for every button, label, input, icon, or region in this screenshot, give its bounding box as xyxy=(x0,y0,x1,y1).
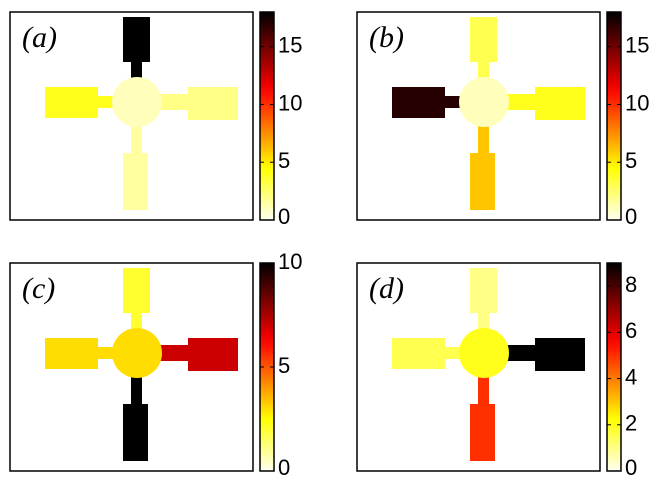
arm xyxy=(392,338,445,369)
neck xyxy=(478,124,489,155)
neck xyxy=(131,375,142,406)
center-disk xyxy=(459,328,509,378)
arm xyxy=(470,17,497,62)
colorbar-tick-label: 10 xyxy=(278,90,302,115)
arm xyxy=(535,87,585,120)
arm xyxy=(123,268,150,313)
arm xyxy=(535,338,585,371)
panel: (c) 0 5 10 xyxy=(10,249,302,480)
panel: (a) 0 5 10 15 xyxy=(10,12,302,229)
colorbar-tick-label: 0 xyxy=(278,204,290,229)
colorbar-tick-label: 0 xyxy=(625,455,637,480)
arm xyxy=(188,87,238,120)
arm xyxy=(123,17,150,62)
neck xyxy=(131,124,142,155)
neck xyxy=(478,375,489,406)
colorbar-tick-label: 4 xyxy=(625,364,637,389)
colorbar xyxy=(607,263,621,471)
colorbar-tick-label: 10 xyxy=(278,249,302,274)
arm xyxy=(470,404,495,461)
arm xyxy=(45,87,98,118)
neck xyxy=(131,60,142,80)
colorbar-tick-label: 2 xyxy=(625,411,637,436)
colorbar-tick-label: 15 xyxy=(278,32,302,57)
center-disk xyxy=(112,77,162,127)
panel-label: (a) xyxy=(22,21,57,54)
panel-label: (b) xyxy=(369,21,404,54)
arm xyxy=(392,87,445,118)
colorbar xyxy=(607,12,621,220)
colorbar-tick-label: 0 xyxy=(278,455,290,480)
colorbar-tick-label: 5 xyxy=(278,353,290,378)
panel: (b) 0 5 10 15 xyxy=(357,12,649,229)
center-disk xyxy=(112,328,162,378)
arm xyxy=(470,268,497,313)
neck xyxy=(505,345,537,361)
panel: (d) 0 2 4 6 8 xyxy=(357,263,637,480)
arm xyxy=(470,153,495,210)
colorbar-tick-label: 5 xyxy=(625,148,637,173)
colorbar-tick-label: 6 xyxy=(625,318,637,343)
neck xyxy=(158,94,190,110)
colorbar-tick-label: 10 xyxy=(625,90,649,115)
colorbar-tick-label: 8 xyxy=(625,272,637,297)
neck xyxy=(505,94,537,110)
neck xyxy=(131,311,142,331)
panel-label: (c) xyxy=(22,272,55,305)
arm xyxy=(45,338,98,369)
neck xyxy=(158,345,190,361)
center-disk xyxy=(459,77,509,127)
neck xyxy=(478,60,489,80)
panel-label: (d) xyxy=(369,272,404,305)
colorbar-tick-label: 0 xyxy=(625,204,637,229)
colorbar xyxy=(260,12,274,220)
arm xyxy=(123,404,148,461)
figure: (a) 0 5 10 15 (b) 0 5 10 15 (c) 0 5 10 (d) 0 2 4 6 8 xyxy=(0,0,663,483)
arm xyxy=(123,153,148,210)
colorbar-tick-label: 15 xyxy=(625,32,649,57)
colorbar-tick-label: 5 xyxy=(278,148,290,173)
neck xyxy=(478,311,489,331)
arm xyxy=(188,338,238,371)
